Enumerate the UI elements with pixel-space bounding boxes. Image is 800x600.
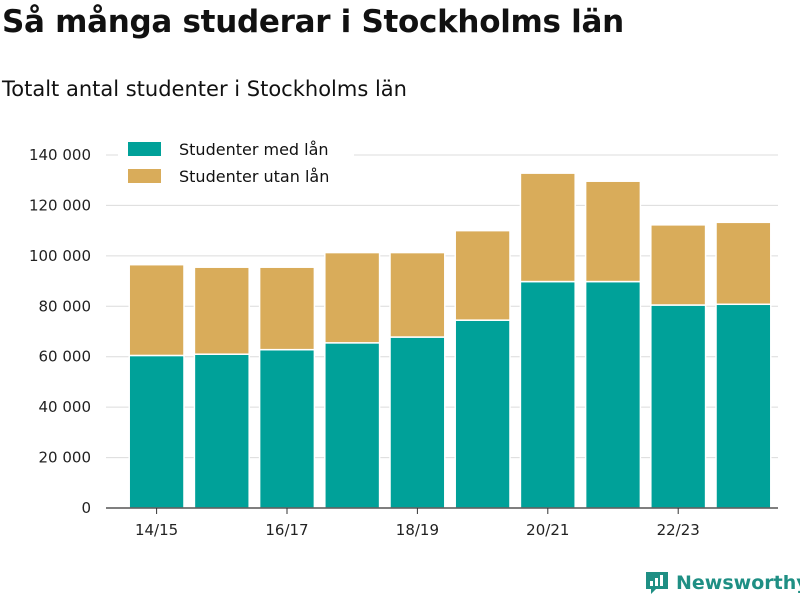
newsworthy-logo-icon: [646, 572, 668, 594]
axes: 0 20 000 40 000 60 000 80 000 100 000 120 000 1…: [29, 146, 778, 539]
bar-without-loan: [193, 266, 250, 355]
bar-without-loan: [650, 224, 707, 306]
legend-swatch: [128, 142, 161, 156]
bar-with-loan: [650, 304, 707, 509]
brand-logo: Newsworthy: [644, 570, 800, 596]
x-tick-label: 14/15: [135, 521, 178, 539]
y-tick-label: 100 000: [29, 247, 91, 265]
y-tick-label: 60 000: [39, 348, 92, 366]
bar-without-loan: [519, 172, 576, 283]
bar-without-loan: [258, 266, 316, 351]
bar-without-loan: [454, 229, 511, 321]
bar-with-loan: [715, 303, 772, 509]
y-tick-label: 0: [81, 499, 91, 517]
x-tick-label: 20/21: [526, 521, 569, 539]
legend: Studenter med lån Studenter utan lån: [118, 140, 354, 198]
bar-with-loan: [454, 319, 511, 509]
bar-with-loan: [584, 280, 642, 509]
legend-swatch: [128, 169, 161, 183]
bar-without-loan: [584, 180, 642, 283]
y-tick-label: 120 000: [29, 196, 91, 214]
y-tick-label: 80 000: [39, 297, 92, 315]
brand-name: Newsworthy: [676, 572, 800, 594]
y-tick-label: 40 000: [39, 398, 92, 416]
bar-without-loan: [389, 251, 446, 338]
bar-with-loan: [519, 280, 576, 509]
y-tick-label: 20 000: [39, 449, 92, 467]
bar-with-loan: [389, 336, 446, 509]
chart-title: Så många studerar i Stockholms län: [2, 4, 624, 40]
x-tick-label: 16/17: [265, 521, 308, 539]
y-tick-label: 140 000: [29, 146, 91, 164]
bar-with-loan: [258, 348, 316, 509]
chart-subtitle: Totalt antal studenter i Stockholms län: [2, 77, 407, 101]
bar-without-loan: [715, 221, 772, 306]
x-tick-label: 18/19: [396, 521, 439, 539]
legend-label: Studenter med lån: [179, 140, 329, 159]
bar-with-loan: [324, 342, 381, 509]
bar-with-loan: [128, 354, 185, 509]
bar-with-loan: [193, 353, 250, 509]
bar-without-loan: [128, 263, 185, 357]
bars: [128, 172, 772, 509]
bar-without-loan: [324, 251, 381, 344]
legend-label: Studenter utan lån: [179, 167, 329, 186]
x-tick-label: 22/23: [657, 521, 700, 539]
